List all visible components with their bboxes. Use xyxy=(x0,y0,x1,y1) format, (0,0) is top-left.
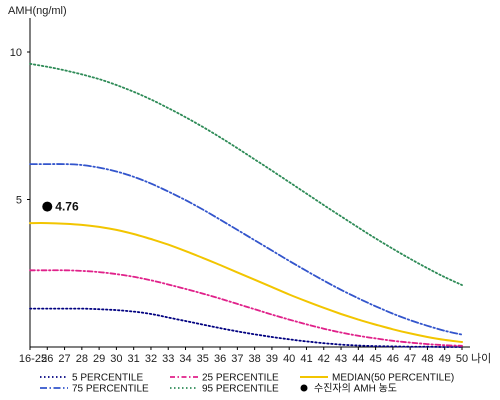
series-line-3 xyxy=(29,222,463,343)
y-tick-label: 5 xyxy=(16,195,22,207)
x-tick-label: 31 xyxy=(128,353,140,365)
x-tick-label: 50 xyxy=(456,353,468,365)
x-tick-label: 38 xyxy=(249,353,261,365)
x-tick-label: 28 xyxy=(76,353,88,365)
x-tick-label: 41 xyxy=(300,353,312,365)
x-tick-label: 35 xyxy=(197,353,209,365)
x-tick-label: 33 xyxy=(162,353,174,365)
x-tick-label: 16-25 xyxy=(19,353,47,365)
x-tick-label: 48 xyxy=(421,353,433,365)
x-tick-label: 47 xyxy=(404,353,416,365)
x-tick-label: 43 xyxy=(335,353,347,365)
series-layer xyxy=(29,62,463,348)
points-layer: 4.76 xyxy=(42,200,79,214)
y-tick-label: 10 xyxy=(10,47,22,59)
x-tick-label: 34 xyxy=(179,353,191,365)
x-tick-label: 30 xyxy=(110,353,122,365)
legend: 5 PERCENTILE 25 PERCENTILE MEDIAN(50 PERCE… xyxy=(40,373,454,395)
patient-amh-point xyxy=(42,201,53,212)
x-tick-label: 27 xyxy=(58,353,70,365)
legend-swatch xyxy=(300,384,308,392)
x-tick-label: 45 xyxy=(369,353,381,365)
legend-label: 95 PERCENTILE xyxy=(202,384,279,395)
patient-amh-value-label: 4.76 xyxy=(55,200,79,214)
x-tick-label: 42 xyxy=(318,353,330,365)
x-tick-label: 44 xyxy=(352,353,364,365)
legend-label: 25 PERCENTILE xyxy=(202,373,279,384)
x-axis-title: 나이 xyxy=(471,352,491,365)
legend-label: 5 PERCENTILE xyxy=(72,373,143,384)
x-tick-label: 46 xyxy=(387,353,399,365)
legend-label: MEDIAN(50 PERCENTILE) xyxy=(332,373,454,384)
x-tick-label: 36 xyxy=(214,353,226,365)
x-tick-label: 29 xyxy=(93,353,105,365)
series-line-5 xyxy=(29,62,463,286)
series-line-1 xyxy=(29,307,463,348)
x-tick-label: 26 xyxy=(41,353,53,365)
series-line-4 xyxy=(29,163,463,336)
legend-label: 75 PERCENTILE xyxy=(72,384,149,395)
legend-label: 수진자의 AMH 농도 xyxy=(314,383,397,395)
x-tick-label: 49 xyxy=(439,353,451,365)
x-tick-label: 37 xyxy=(231,353,243,365)
x-tick-label: 39 xyxy=(266,353,278,365)
series-line-2 xyxy=(29,269,463,347)
y-axis-title: AMH(ng/ml) xyxy=(8,5,67,17)
x-tick-label: 40 xyxy=(283,353,295,365)
x-tick-label: 32 xyxy=(145,353,157,365)
